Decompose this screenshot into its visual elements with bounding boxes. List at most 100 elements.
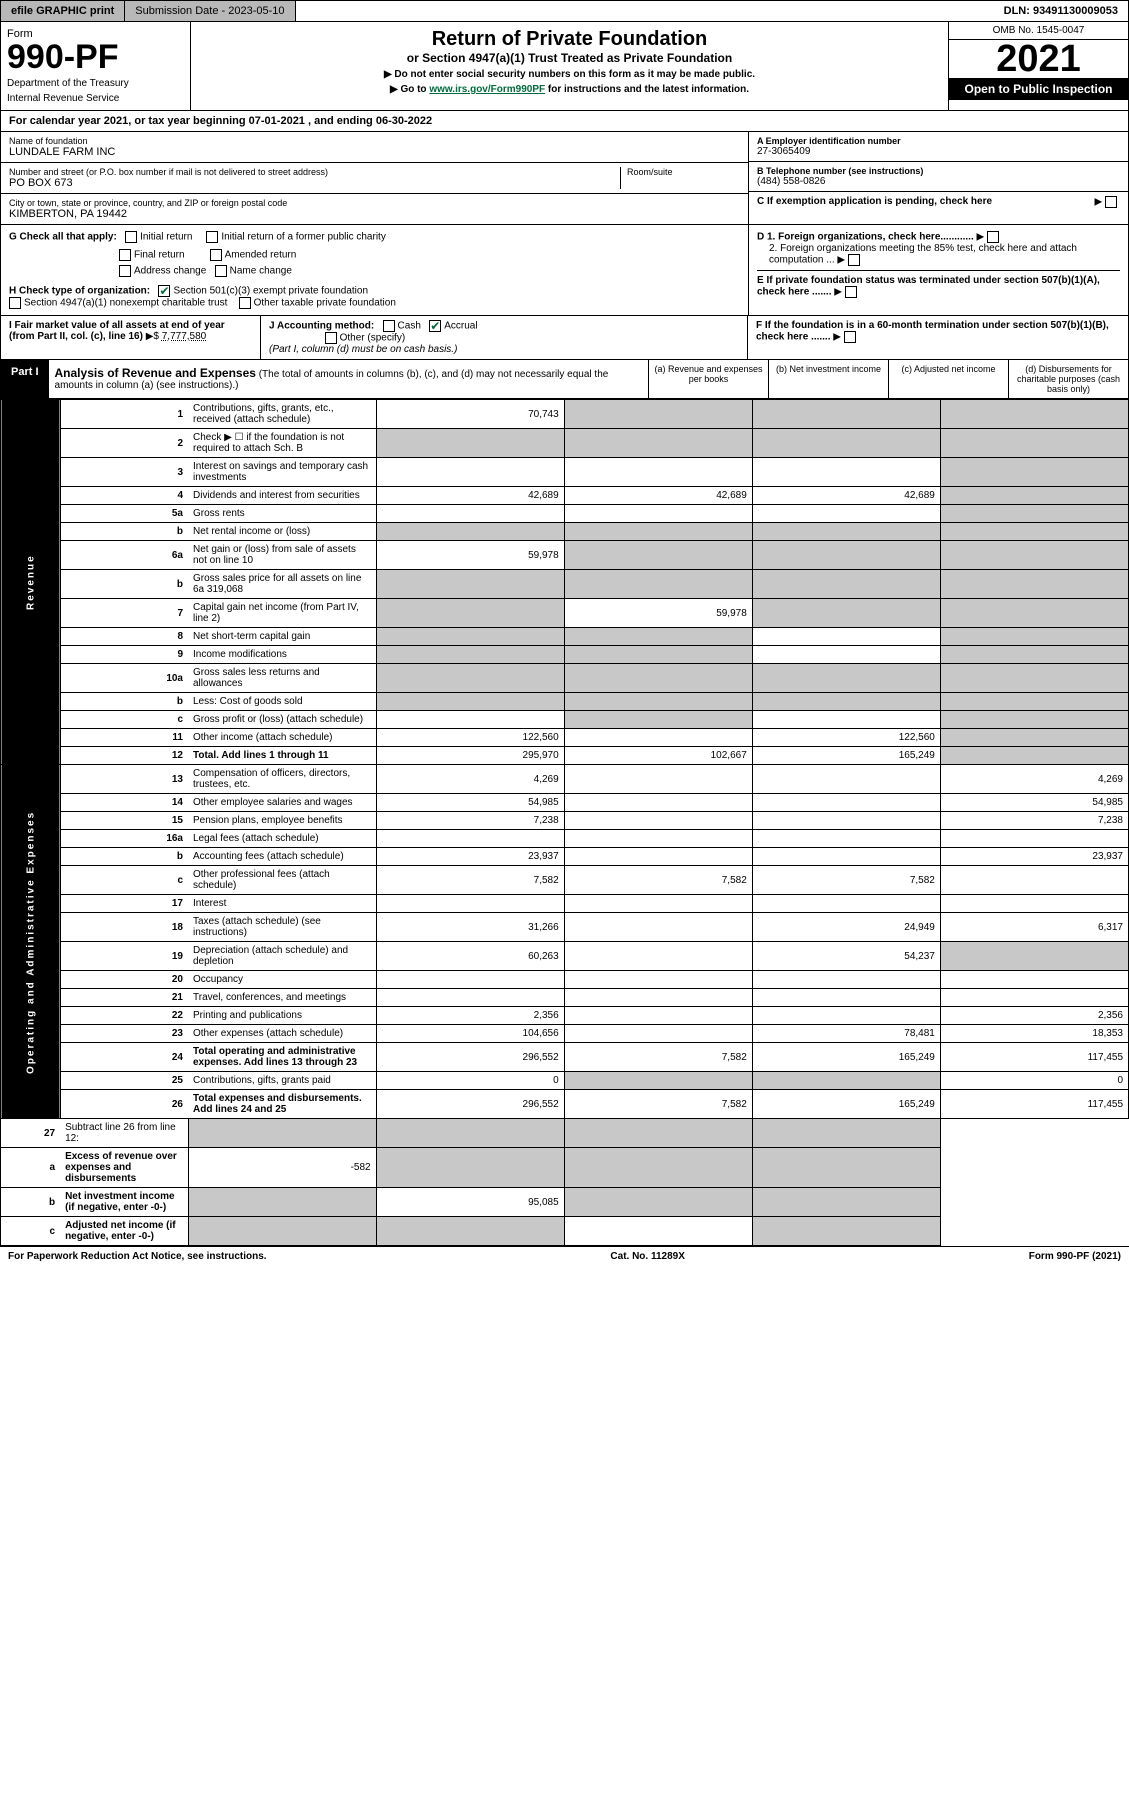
section-g-d: G Check all that apply: Initial return I… (0, 225, 1129, 316)
checkbox-cash[interactable] (383, 320, 395, 332)
amount-cell (376, 1148, 564, 1188)
line-number: 13 (60, 765, 188, 794)
efile-topbar: efile GRAPHIC print Submission Date - 20… (0, 0, 1129, 22)
amount-cell: 23,937 (376, 848, 564, 866)
city-row: City or town, state or province, country… (1, 194, 748, 224)
foundation-name: LUNDALE FARM INC (9, 146, 740, 158)
amount-cell: -582 (188, 1148, 376, 1188)
amount-cell (752, 646, 940, 664)
efile-print-button[interactable]: efile GRAPHIC print (1, 1, 125, 21)
line-number: 17 (60, 895, 188, 913)
line-number: b (60, 570, 188, 599)
g-label: G Check all that apply: (9, 232, 117, 243)
line-description: Check ▶ ☐ if the foundation is not requi… (188, 429, 376, 458)
line-description: Contributions, gifts, grants, etc., rece… (188, 400, 376, 429)
line-number: 5a (60, 505, 188, 523)
checkbox-c[interactable] (1105, 196, 1117, 208)
line-description: Net investment income (if negative, ente… (60, 1188, 188, 1217)
checkbox-initial-former[interactable] (206, 231, 218, 243)
line-number: c (60, 866, 188, 895)
amount-cell: 4,269 (376, 765, 564, 794)
amount-cell (376, 599, 564, 628)
checkbox-d2[interactable] (848, 254, 860, 266)
amount-cell (752, 989, 940, 1007)
page-footer: For Paperwork Reduction Act Notice, see … (0, 1246, 1129, 1266)
amount-cell (564, 664, 752, 693)
amount-cell (376, 429, 564, 458)
table-row: 10aGross sales less returns and allowanc… (1, 664, 1129, 693)
checkbox-other-method[interactable] (325, 332, 337, 344)
line-number: 25 (60, 1072, 188, 1090)
line-description: Compensation of officers, directors, tru… (188, 765, 376, 794)
irs-link[interactable]: www.irs.gov/Form990PF (429, 84, 545, 95)
checkbox-final-return[interactable] (119, 249, 131, 261)
form-ref: Form 990-PF (2021) (1029, 1251, 1121, 1262)
goto-link-line: ▶ Go to www.irs.gov/Form990PF for instru… (197, 84, 942, 95)
amount-cell: 4,269 (940, 765, 1128, 794)
checkbox-d1[interactable] (987, 231, 999, 243)
line-number: 3 (60, 458, 188, 487)
line-number: a (1, 1148, 61, 1188)
checkbox-e[interactable] (845, 286, 857, 298)
amount-cell (376, 1217, 564, 1246)
line-description: Interest on savings and temporary cash i… (188, 458, 376, 487)
line-description: Income modifications (188, 646, 376, 664)
amount-cell (564, 458, 752, 487)
amount-cell (564, 570, 752, 599)
amount-cell (564, 830, 752, 848)
checkbox-501c3[interactable] (158, 285, 170, 297)
amount-cell (940, 628, 1128, 646)
ein-value: 27-3065409 (757, 146, 1120, 157)
line-number: 27 (1, 1119, 61, 1148)
line-description: Subtract line 26 from line 12: (60, 1119, 188, 1148)
form-header: Form 990-PF Department of the Treasury I… (0, 22, 1129, 111)
amount-cell (376, 523, 564, 541)
amount-cell: 122,560 (752, 729, 940, 747)
amount-cell (564, 1119, 752, 1148)
amount-cell (940, 487, 1128, 505)
table-row: 11Other income (attach schedule)122,5601… (1, 729, 1129, 747)
part1-tag: Part I (1, 360, 49, 398)
checkbox-f[interactable] (844, 331, 856, 343)
amount-cell (564, 1217, 752, 1246)
amount-cell (376, 646, 564, 664)
amount-cell (188, 1119, 376, 1148)
ein-row: A Employer identification number 27-3065… (749, 132, 1128, 162)
table-row: 17Interest (1, 895, 1129, 913)
line-number: 9 (60, 646, 188, 664)
checkbox-name-change[interactable] (215, 265, 227, 277)
amount-cell (940, 400, 1128, 429)
amount-cell (752, 830, 940, 848)
checkbox-initial-return[interactable] (125, 231, 137, 243)
line-number: 26 (60, 1090, 188, 1119)
amount-cell: 42,689 (564, 487, 752, 505)
line-description: Other income (attach schedule) (188, 729, 376, 747)
checkbox-4947a1[interactable] (9, 297, 21, 309)
amount-cell (940, 664, 1128, 693)
amount-cell: 7,582 (564, 1043, 752, 1072)
table-row: 21Travel, conferences, and meetings (1, 989, 1129, 1007)
amount-cell: 165,249 (752, 1090, 940, 1119)
d1-row: D 1. Foreign organizations, check here..… (757, 231, 1120, 243)
dln: DLN: 93491130009053 (994, 1, 1128, 21)
checkbox-accrual[interactable] (429, 320, 441, 332)
amount-cell (940, 599, 1128, 628)
amount-cell: 60,263 (376, 942, 564, 971)
cat-number: Cat. No. 11289X (610, 1251, 684, 1262)
amount-cell (940, 729, 1128, 747)
amount-cell (752, 505, 940, 523)
checkbox-amended[interactable] (210, 249, 222, 261)
checkbox-address-change[interactable] (119, 265, 131, 277)
amount-cell: 7,582 (564, 866, 752, 895)
amount-cell: 0 (376, 1072, 564, 1090)
line-description: Excess of revenue over expenses and disb… (60, 1148, 188, 1188)
line-description: Travel, conferences, and meetings (188, 989, 376, 1007)
checkbox-other-taxable[interactable] (239, 297, 251, 309)
amount-cell (752, 523, 940, 541)
amount-cell (940, 866, 1128, 895)
line-description: Gross sales price for all assets on line… (188, 570, 376, 599)
amount-cell (564, 429, 752, 458)
line-description: Dividends and interest from securities (188, 487, 376, 505)
accounting-method-label: J Accounting method: (269, 321, 374, 332)
amount-cell (564, 1148, 752, 1188)
